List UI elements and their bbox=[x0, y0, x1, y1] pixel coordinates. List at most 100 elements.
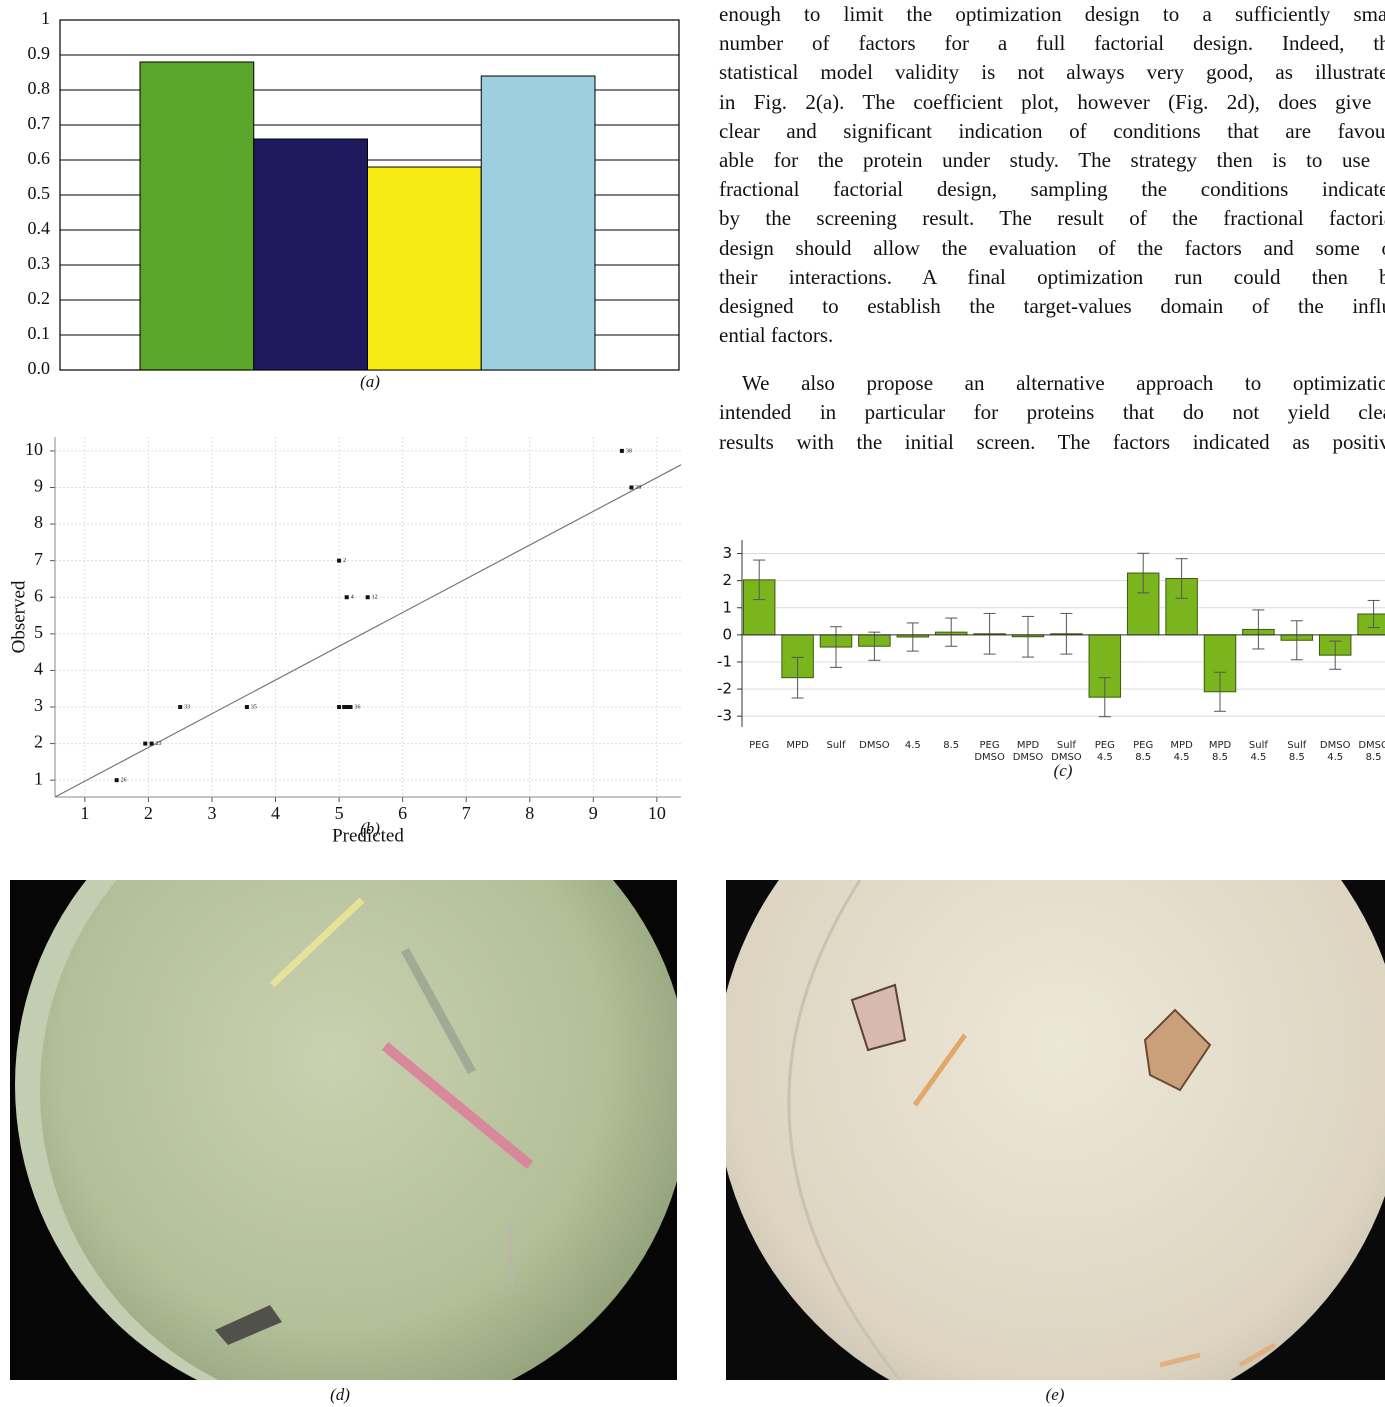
bar bbox=[481, 76, 595, 370]
text-line: We also propose an alternative approach … bbox=[719, 369, 1385, 398]
x-tick-label: 8.5 bbox=[1366, 752, 1382, 763]
y-tick-label: 0.4 bbox=[28, 218, 51, 238]
y-tick-label: 5 bbox=[34, 622, 43, 642]
point bbox=[150, 742, 154, 746]
x-tick-label: DMSO bbox=[1320, 740, 1351, 751]
y-tick-label: 1 bbox=[34, 768, 43, 788]
paper-page: 0.00.10.20.30.40.50.60.70.80.91(a)123456… bbox=[0, 0, 1385, 1407]
bar bbox=[368, 167, 482, 370]
x-tick-label: PEG bbox=[1133, 740, 1153, 751]
x-tick-label: 2 bbox=[144, 803, 153, 823]
text-line: design should allow the evaluation of th… bbox=[719, 234, 1385, 263]
text-line: intended in particular for proteins that… bbox=[719, 398, 1385, 427]
x-tick-label: 7 bbox=[462, 803, 471, 823]
y-tick-label: 3 bbox=[722, 544, 732, 562]
y-tick-label: 0.5 bbox=[28, 183, 51, 203]
text-line: number of factors for a full factorial d… bbox=[719, 29, 1385, 58]
y-tick-label: 0.1 bbox=[28, 323, 51, 343]
text-line: fractional factorial design, sampling th… bbox=[719, 175, 1385, 204]
point bbox=[349, 705, 353, 709]
x-tick-label: 4.5 bbox=[1327, 752, 1343, 763]
y-tick-label: 0.9 bbox=[28, 43, 51, 63]
x-tick-label: Sulf bbox=[1057, 740, 1076, 751]
text-line: their interactions. A final optimization… bbox=[719, 263, 1385, 292]
point bbox=[245, 705, 249, 709]
x-tick-label: Sulf bbox=[1249, 740, 1268, 751]
x-tick-label: PEG bbox=[1095, 740, 1115, 751]
x-tick-label: MPD bbox=[1209, 740, 1232, 751]
y-tick-label: 0.3 bbox=[28, 253, 51, 273]
bar bbox=[1358, 614, 1385, 635]
text-line: in Fig. 2(a). The coefficient plot, howe… bbox=[719, 88, 1385, 117]
y-tick-label: 10 bbox=[25, 439, 43, 459]
y-tick-label: 0.2 bbox=[28, 288, 51, 308]
point-label: 38 bbox=[626, 448, 632, 454]
y-tick-label: 0.6 bbox=[28, 148, 51, 168]
y-tick-label: 6 bbox=[34, 585, 43, 605]
x-tick-label: 8.5 bbox=[1212, 752, 1228, 763]
y-tick-label: 0.7 bbox=[28, 113, 51, 133]
point-label: 23 bbox=[156, 741, 162, 747]
caption: (c) bbox=[1054, 761, 1073, 780]
text-line: by the screening result. The result of t… bbox=[719, 204, 1385, 233]
x-tick-label: Sulf bbox=[827, 740, 846, 751]
x-tick-label: 8.5 bbox=[943, 740, 959, 751]
y-tick-label: 1 bbox=[722, 598, 732, 616]
y-tick-label: -3 bbox=[717, 707, 732, 725]
point bbox=[629, 485, 633, 489]
x-tick-label: 4 bbox=[271, 803, 280, 823]
x-tick-label: 4.5 bbox=[1097, 752, 1113, 763]
point bbox=[337, 705, 341, 709]
y-tick-label: 1 bbox=[41, 8, 50, 28]
text-line: clear and significant indication of cond… bbox=[719, 117, 1385, 146]
y-tick-label: 0.0 bbox=[28, 358, 51, 378]
x-tick-label: Sulf bbox=[1287, 740, 1306, 751]
point bbox=[337, 559, 341, 563]
bar bbox=[140, 62, 254, 370]
y-tick-label: 4 bbox=[34, 659, 43, 679]
paragraph: enough to limit the optimization design … bbox=[719, 0, 1385, 350]
point-label: 39 bbox=[635, 485, 641, 491]
point-label: 36 bbox=[355, 704, 361, 710]
y-tick-label: -2 bbox=[717, 680, 732, 698]
x-tick-label: 6 bbox=[398, 803, 407, 823]
point-label: 4 bbox=[351, 595, 354, 601]
y-tick-label: 2 bbox=[34, 732, 43, 752]
x-tick-label: MPD bbox=[1170, 740, 1193, 751]
x-tick-label: 3 bbox=[207, 803, 216, 823]
point-label: 12 bbox=[372, 595, 378, 601]
y-tick-label: -1 bbox=[717, 652, 732, 670]
page: 0.00.10.20.30.40.50.60.70.80.91(a)123456… bbox=[0, 0, 1385, 1407]
y-tick-label: 8 bbox=[34, 512, 43, 532]
x-tick-label: 1 bbox=[80, 803, 89, 823]
point bbox=[620, 449, 624, 453]
x-tick-label: 9 bbox=[589, 803, 598, 823]
x-tick-label: 4.5 bbox=[1250, 752, 1266, 763]
text-line: enough to limit the optimization design … bbox=[719, 0, 1385, 29]
x-tick-label: 8.5 bbox=[1135, 752, 1151, 763]
y-tick-label: 0.8 bbox=[28, 78, 51, 98]
body-text: enough to limit the optimization design … bbox=[719, 0, 1385, 457]
x-tick-label: 8 bbox=[525, 803, 534, 823]
text-line: designed to establish the target-values … bbox=[719, 292, 1385, 321]
point bbox=[115, 778, 119, 782]
bar bbox=[254, 139, 368, 370]
y-tick-label: 2 bbox=[722, 571, 732, 589]
x-tick-label: DMSO bbox=[859, 740, 890, 751]
x-tick-label: PEG bbox=[980, 740, 1000, 751]
text-line: statistical model validity is not always… bbox=[719, 58, 1385, 87]
y-tick-label: 0 bbox=[722, 625, 732, 643]
point-label: 26 bbox=[121, 778, 127, 784]
x-tick-label: MPD bbox=[786, 740, 809, 751]
x-tick-label: 4.5 bbox=[1174, 752, 1190, 763]
point bbox=[345, 595, 349, 599]
caption: (d) bbox=[330, 1385, 350, 1404]
y-axis-label: Observed bbox=[8, 580, 29, 653]
x-tick-label: 8.5 bbox=[1289, 752, 1305, 763]
x-tick-label: 4.5 bbox=[905, 740, 921, 751]
caption: (e) bbox=[1046, 1385, 1065, 1404]
photo-e bbox=[715, 735, 1385, 1407]
x-tick-label: DMSO bbox=[1358, 740, 1385, 751]
y-tick-label: 9 bbox=[34, 476, 43, 496]
text-line: results with the initial screen. The fac… bbox=[719, 428, 1385, 457]
